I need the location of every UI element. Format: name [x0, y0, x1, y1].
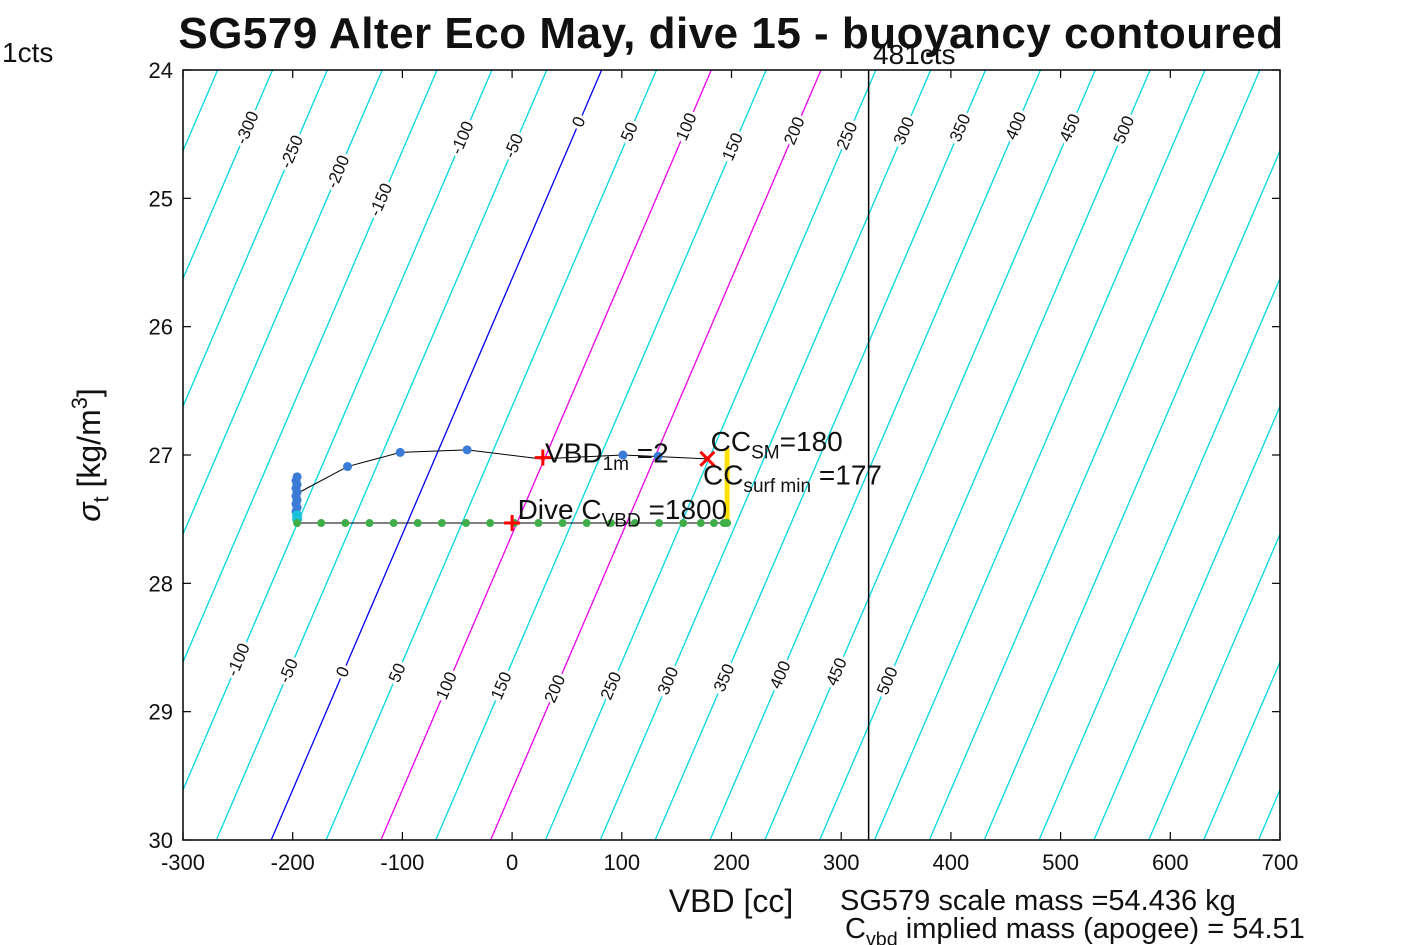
- climb-samples-point: [679, 519, 688, 528]
- climb-samples-point: [437, 519, 446, 528]
- climb-samples-point: [723, 519, 732, 528]
- climb-samples-point: [606, 519, 615, 528]
- cc-surfmin-label: CCsurf min =177: [703, 460, 882, 497]
- dive-cvbd-marker: [504, 515, 521, 532]
- dive-samples-point: [462, 445, 472, 455]
- y-tick-label: 28: [149, 571, 173, 596]
- climb-samples-point: [413, 519, 422, 528]
- climb-samples-point: [486, 519, 495, 528]
- x-tick-label: 600: [1152, 850, 1189, 875]
- y-tick-label: 29: [149, 700, 173, 725]
- x-tick-label: -100: [380, 850, 424, 875]
- climb-samples-point: [365, 519, 374, 528]
- x-tick-label: 400: [933, 850, 970, 875]
- climb-samples: [293, 519, 732, 528]
- climb-samples-point: [293, 519, 302, 528]
- climb-samples-point: [630, 519, 639, 528]
- x-tick-label: 500: [1042, 850, 1079, 875]
- y-tick-label: 27: [149, 443, 173, 468]
- climb-samples-point: [709, 519, 718, 528]
- y-tick-label: 24: [149, 58, 173, 83]
- dive-samples-point: [343, 462, 353, 472]
- climb-samples-point: [534, 519, 543, 528]
- dive-samples-point: [395, 447, 405, 457]
- cc-sm-marker: [699, 450, 716, 467]
- x-axis-label: VBD [cc]: [669, 883, 793, 919]
- vbd-1m-marker: [534, 449, 551, 466]
- y-tick-label: 26: [149, 315, 173, 340]
- chart-title: SG579 Alter Eco May, dive 15 - buoyancy …: [178, 9, 1283, 58]
- left-counts-label: 1cts: [2, 37, 53, 68]
- x-tick-label: 0: [506, 850, 518, 875]
- climb-samples-point: [317, 519, 326, 528]
- x-tick-label: -200: [271, 850, 315, 875]
- dive-cvbd-label: Dive CVBD =1800: [518, 494, 728, 531]
- y-tick-label: 30: [149, 828, 173, 853]
- y-tick-label: 25: [149, 186, 173, 211]
- x-tick-label: 200: [713, 850, 750, 875]
- y-axis-label: σt [kg/m3]: [67, 388, 113, 521]
- climb-samples-point: [582, 519, 591, 528]
- climb-samples-point: [558, 519, 567, 528]
- x-tick-label: 100: [603, 850, 640, 875]
- climb-samples-point: [655, 519, 664, 528]
- axes: -300 -200 -100 0 100 200 300 400 500 600 700 24 25 26…: [149, 58, 1299, 875]
- scale-mass-text: SG579 scale mass =54.436 kg: [840, 885, 1236, 917]
- climb-samples-point: [389, 519, 398, 528]
- dive-samples-point: [653, 451, 663, 461]
- climb-samples-point: [341, 519, 350, 528]
- vline-counts-label: 481cts: [873, 39, 956, 70]
- climb-samples-point: [696, 519, 705, 528]
- vbd-1m-label: VBD1m =2: [545, 438, 669, 475]
- x-tick-label: -300: [161, 850, 205, 875]
- implied-mass-text: Cvbd implied mass (apogee) = 54.51: [845, 913, 1305, 945]
- cc-sm-label: CCSM=180: [711, 426, 843, 463]
- x-tick-label: 300: [823, 850, 860, 875]
- x-tick-label: 700: [1262, 850, 1299, 875]
- markers: [504, 449, 716, 532]
- dive-samples-point: [618, 450, 628, 460]
- y-axis-label-group: σt [kg/m3]: [67, 388, 113, 521]
- climb-samples-point: [462, 519, 471, 528]
